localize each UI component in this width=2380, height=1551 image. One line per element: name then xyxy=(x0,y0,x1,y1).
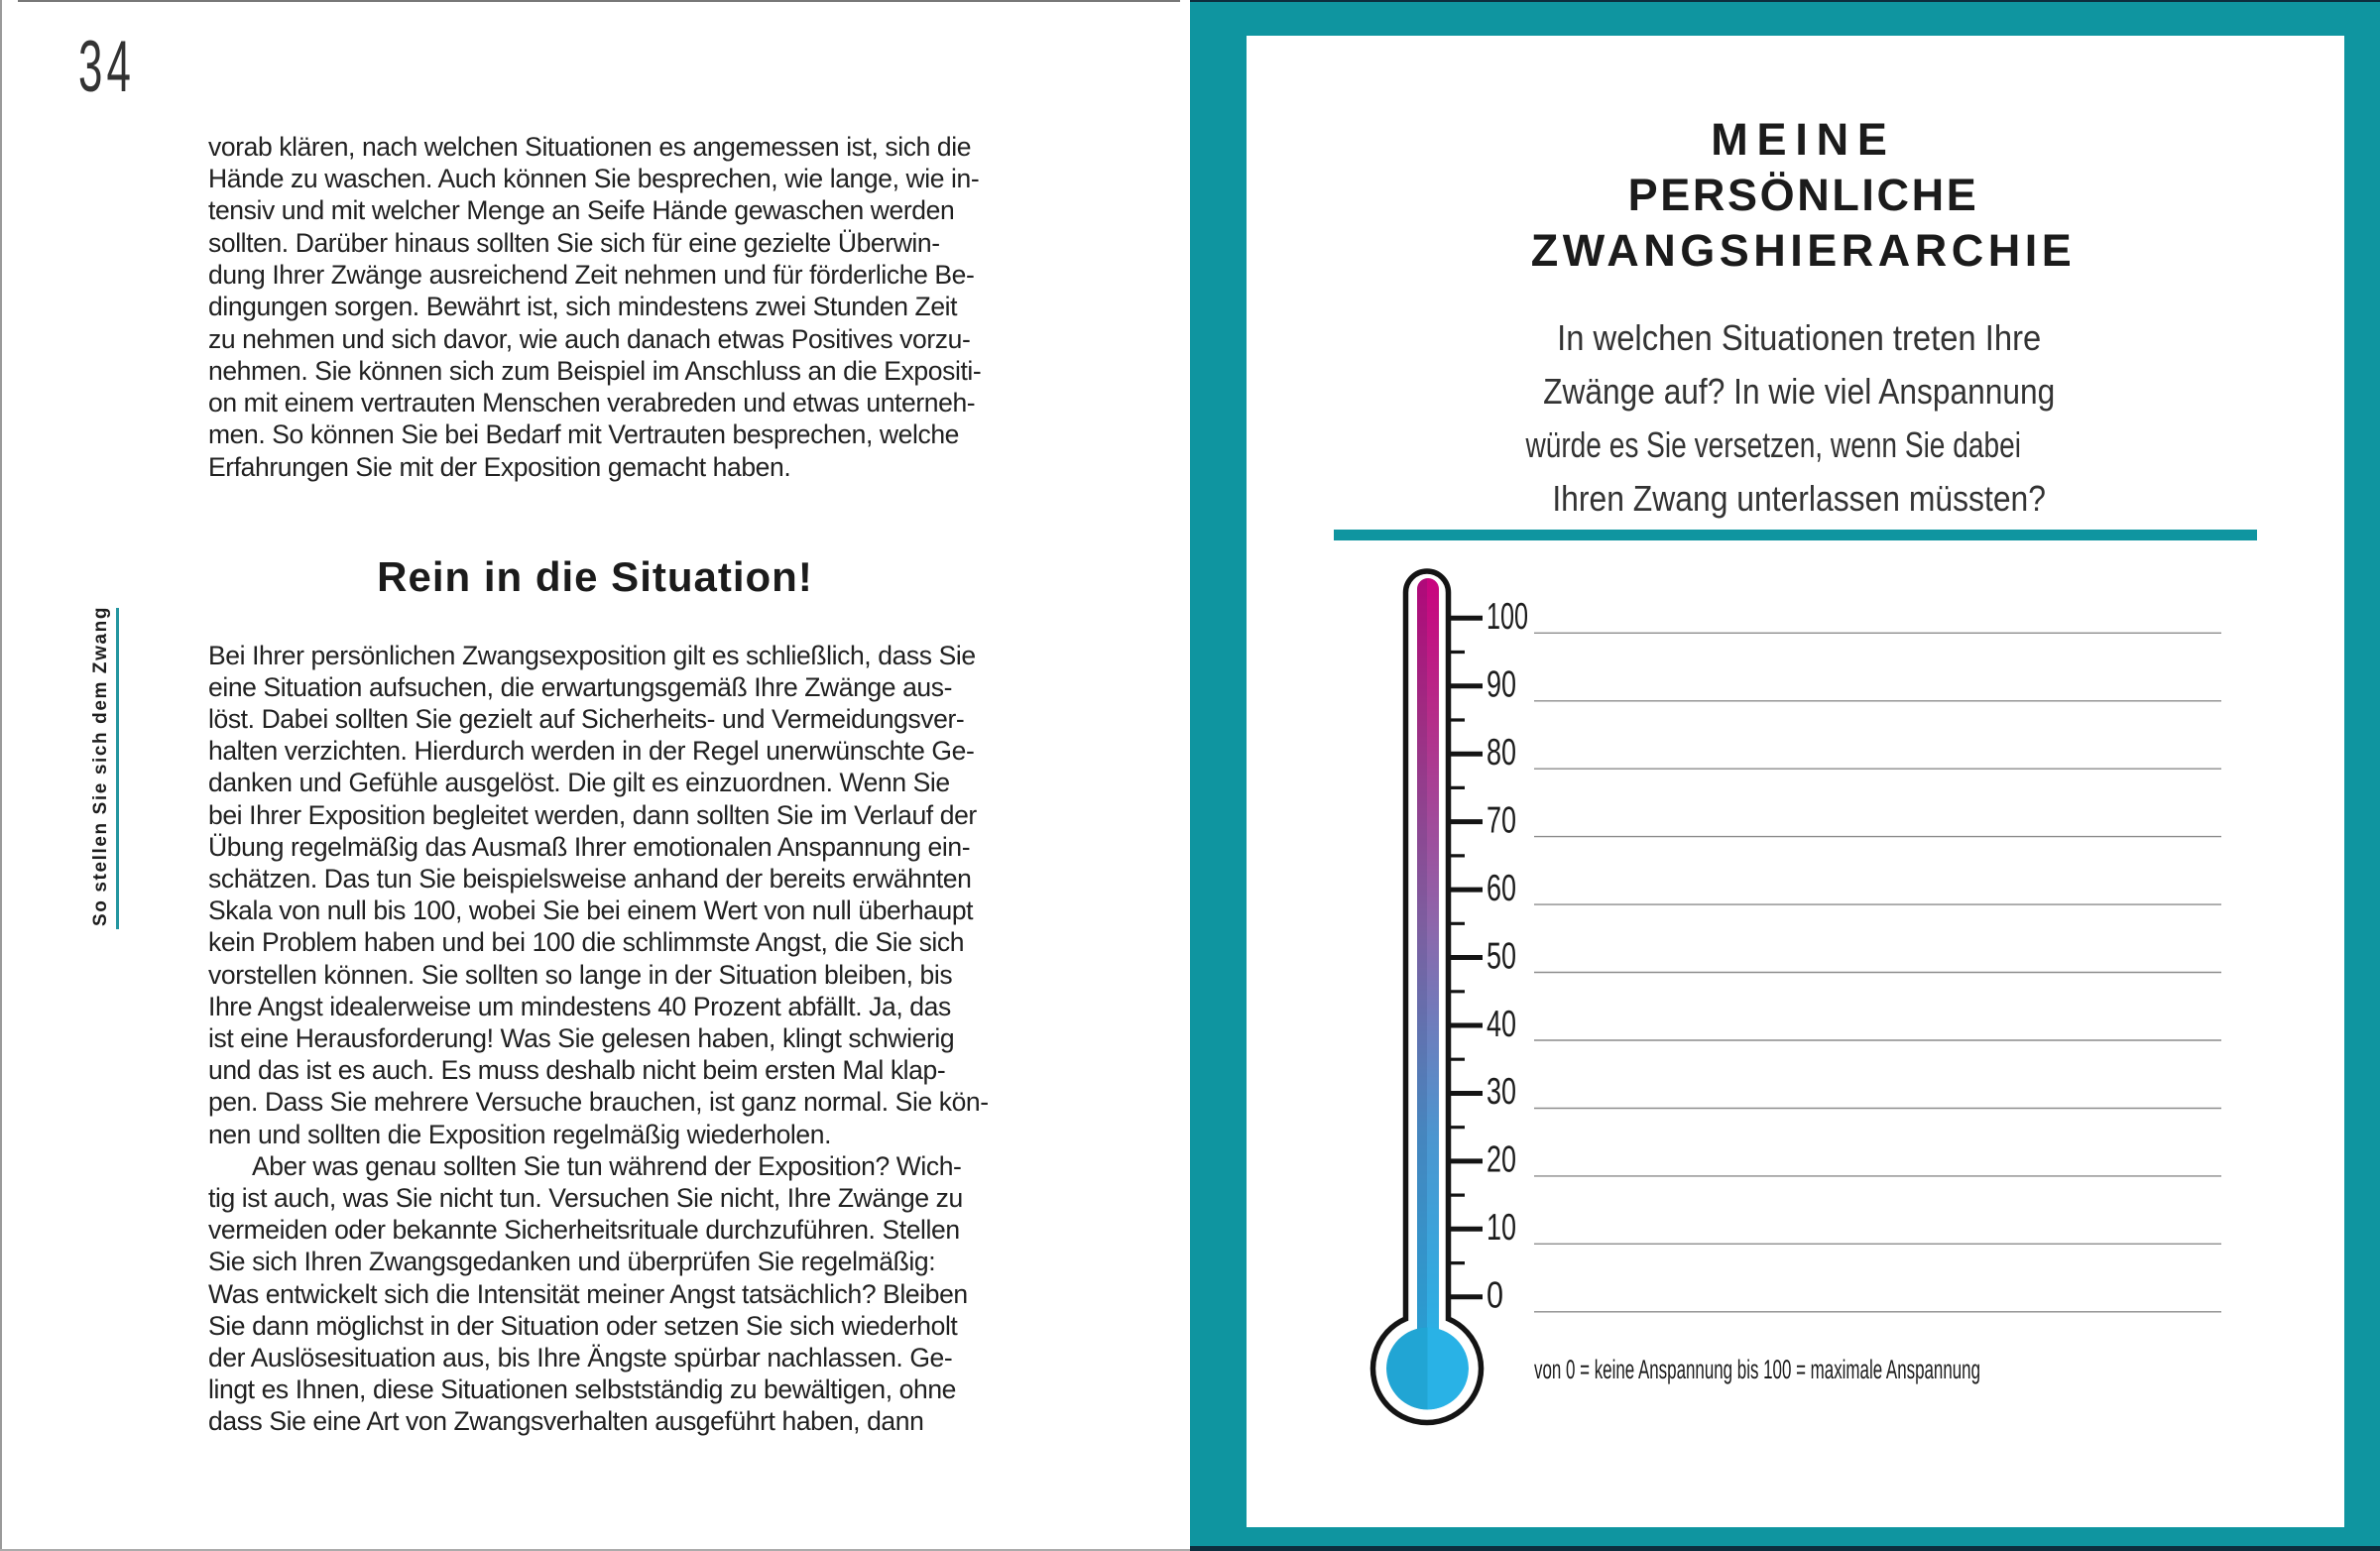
svg-text:40: 40 xyxy=(1487,1003,1516,1044)
svg-text:0: 0 xyxy=(1487,1274,1503,1316)
svg-text:50: 50 xyxy=(1487,934,1516,976)
svg-text:von 0 = keine Anspannung bis 1: von 0 = keine Anspannung bis 100 = maxim… xyxy=(1534,1355,1980,1384)
svg-text:10: 10 xyxy=(1487,1206,1516,1248)
svg-text:60: 60 xyxy=(1487,867,1516,908)
svg-text:80: 80 xyxy=(1487,731,1516,773)
svg-text:30: 30 xyxy=(1487,1070,1516,1112)
svg-text:90: 90 xyxy=(1487,663,1516,705)
svg-text:100: 100 xyxy=(1487,595,1528,637)
svg-text:20: 20 xyxy=(1487,1138,1516,1180)
svg-text:70: 70 xyxy=(1487,798,1516,840)
